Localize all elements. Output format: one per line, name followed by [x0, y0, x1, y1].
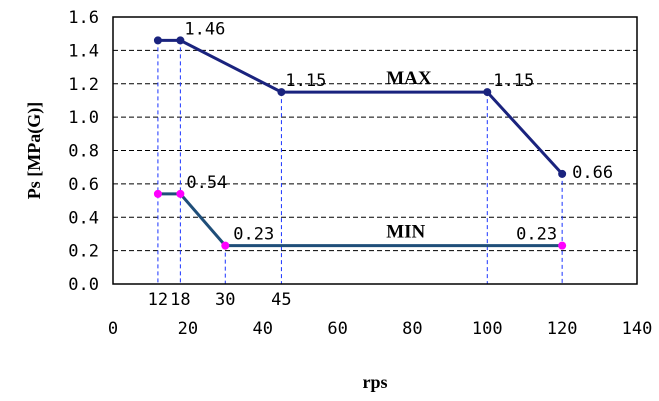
series-label: MIN — [386, 222, 425, 243]
data-point-min — [221, 241, 230, 250]
data-point-max — [153, 36, 162, 45]
x-tick-label: 40 — [252, 319, 272, 339]
x-tick-label: 120 — [547, 319, 578, 339]
y-axis-title: Ps [MPa(G)] — [24, 102, 45, 199]
reference-x-label: 18 — [170, 290, 190, 310]
data-point-min — [176, 189, 185, 198]
series-label: MAX — [386, 68, 432, 89]
reference-lines — [157, 40, 563, 284]
series-line-max — [157, 38, 564, 175]
y-tick-label: 0.6 — [68, 175, 99, 195]
axis-ticks: 0.0 0.2 0.4 0.6 0.8 1.0 1.2 1.4 1.6 0 20 40 60 80 100 1… — [68, 8, 652, 339]
x-tick-label: 140 — [622, 319, 653, 339]
value-label: 1.15 — [285, 71, 326, 91]
series-layer — [153, 36, 567, 250]
y-tick-label: 1.2 — [68, 75, 99, 95]
series-line-min — [157, 192, 563, 248]
data-point-max — [558, 169, 567, 178]
annotations: 1.46 1.15 1.15 0.66 0.54 0.23 0.23 MAX MIN — [184, 19, 613, 244]
x-tick-label: 0 — [108, 319, 118, 339]
y-tick-label: 1.4 — [68, 41, 99, 61]
y-tick-label: 0.2 — [68, 242, 99, 262]
y-tick-label: 1.0 — [68, 108, 99, 128]
y-tick-label: 1.6 — [68, 8, 99, 28]
value-label: 1.15 — [493, 71, 534, 91]
reference-x-label: 45 — [271, 290, 291, 310]
data-point-max — [483, 88, 492, 97]
value-label: 0.54 — [186, 173, 227, 193]
x-tick-label: 60 — [327, 319, 347, 339]
data-point-max — [277, 88, 286, 97]
reference-x-label: 12 — [148, 290, 168, 310]
y-tick-label: 0.4 — [68, 208, 99, 228]
data-point-max — [176, 36, 185, 45]
x-axis-title: rps — [362, 372, 387, 392]
value-label: 0.66 — [572, 163, 613, 183]
value-label: 0.23 — [233, 225, 274, 245]
grid-lines — [113, 49, 637, 252]
data-point-min — [153, 189, 162, 198]
y-tick-label: 0.8 — [68, 142, 99, 162]
x-tick-label: 80 — [402, 319, 422, 339]
x-tick-label: 20 — [178, 319, 198, 339]
y-tick-label: 0.0 — [68, 275, 99, 295]
data-point-min — [558, 241, 567, 250]
plot-area — [112, 16, 638, 285]
x-tick-label: 100 — [472, 319, 503, 339]
reference-x-label: 30 — [215, 290, 235, 310]
value-label: 0.23 — [516, 225, 557, 245]
value-label: 1.46 — [184, 19, 225, 39]
